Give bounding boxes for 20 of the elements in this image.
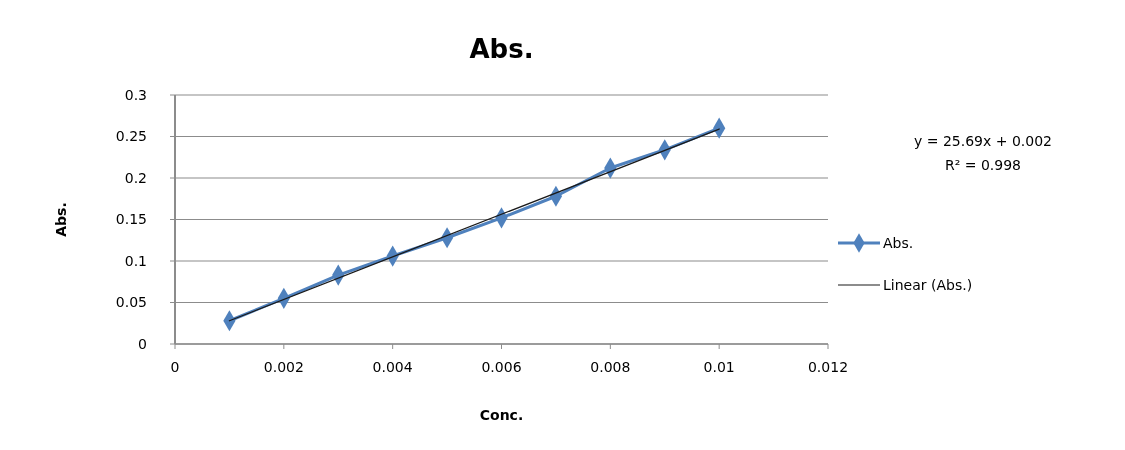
y-tick-label: 0.2 [124, 169, 147, 186]
y-tick-label: 0.25 [115, 128, 147, 145]
y-tick-label: 0 [138, 335, 147, 352]
text: Linear (Abs.) [883, 276, 973, 293]
x-tick-label: 0 [170, 359, 180, 375]
x-tick-label: 0.006 [481, 359, 522, 375]
x-tick-label: 0.012 [807, 359, 849, 375]
y-tick-label: 0.1 [124, 252, 147, 269]
x-tick-label: 0.004 [372, 359, 413, 375]
legend-label: Abs. [883, 234, 914, 251]
y-tick-label: 0.05 [115, 294, 147, 311]
chart-title: Abs. [469, 34, 534, 64]
y-tick-label: 0.15 [115, 211, 147, 228]
x-tick-label: 0.002 [263, 359, 304, 375]
text: y = 25.69x + 0.002 R² = 0.998 [914, 133, 1052, 173]
x-tick-label: 0.01 [703, 359, 735, 375]
y-axis-title: Abs. [53, 202, 69, 237]
y-tick-label: 0.3 [124, 86, 147, 103]
x-tick-label: 0.008 [590, 359, 631, 375]
x-axis-title: Conc. [479, 407, 524, 423]
